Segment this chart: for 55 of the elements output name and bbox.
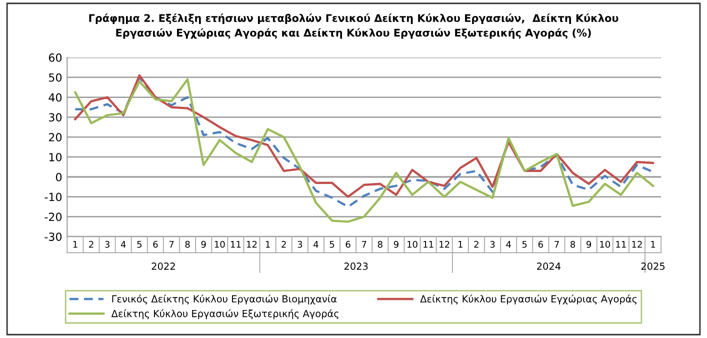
legend-label: Γενικός Δείκτης Κύκλου Εργασιών Βιομηχανία xyxy=(112,294,337,304)
text: 2024 xyxy=(537,262,561,270)
y-tick-label: -10 xyxy=(44,192,62,202)
y-tick-label: 50 xyxy=(49,73,62,82)
x-tick-label: 8 xyxy=(185,240,190,248)
x-tick-label: 3 xyxy=(105,240,110,248)
x-tick-label: 3 xyxy=(490,240,495,248)
x-tick-label: 4 xyxy=(506,241,511,248)
x-tick-label: 11 xyxy=(230,241,241,248)
y-tick-label: 20 xyxy=(48,133,62,142)
chart-title: Γράφημα 2. Εξέλιξη ετήσιων μεταβολών Γενικού Δείκτη Κύκλου Εργασιών, Δείκτη Κύκλου Εργασιών Εγχώριας Αγοράς και Δείκτη Κύκλου Εργασιών Εξωτερικής Αγοράς (%) xyxy=(89,14,618,39)
x-tick-label: 5 xyxy=(137,241,142,248)
x-tick-label: 10 xyxy=(214,240,225,248)
x-tick-label: 3 xyxy=(298,240,302,248)
x-tick-label: 1 xyxy=(458,241,462,248)
x-tick-label: 4 xyxy=(120,241,126,248)
x-tick-label: 9 xyxy=(586,240,592,248)
x-tick-label: 2 xyxy=(89,240,94,248)
x-tick-label: 11 xyxy=(424,241,434,248)
x-tick-label: 10 xyxy=(600,240,610,248)
x-tick-label: 12 xyxy=(246,240,257,248)
x-tick-label: 9 xyxy=(201,240,206,248)
x-tick-label: 12 xyxy=(632,240,642,248)
x-tick-label: 10 xyxy=(408,240,418,248)
y-tick-label: -20 xyxy=(44,212,62,222)
x-tick-label: 5 xyxy=(522,241,527,248)
text: 2022 xyxy=(152,262,175,270)
x-tick-label: 8 xyxy=(378,240,382,248)
x-tick-label: 1 xyxy=(266,241,270,248)
x-tick-label: 5 xyxy=(330,241,334,248)
x-tick-label: 8 xyxy=(570,240,576,248)
x-tick-label: 1 xyxy=(73,241,78,248)
y-tick-label: 40 xyxy=(48,93,62,102)
x-tick-label: 2 xyxy=(474,240,478,248)
x-tick-label: 7 xyxy=(554,241,559,248)
text: 2023 xyxy=(344,262,368,270)
x-tick-label: 1 xyxy=(651,241,656,248)
y-tick-label: 0 xyxy=(56,172,62,182)
x-tick-label: 6 xyxy=(153,240,158,248)
y-tick-label: 60 xyxy=(48,53,62,62)
text: 2025 xyxy=(641,262,665,270)
legend-label: Δείκτης Κύκλου Εργασιών Εγχώριας Αγοράς xyxy=(420,294,637,304)
y-tick-label: 10 xyxy=(49,152,62,162)
x-tick-label: 6 xyxy=(346,240,350,248)
x-tick-label: 12 xyxy=(440,240,450,248)
x-tick-label: 7 xyxy=(362,241,366,248)
x-tick-label: 11 xyxy=(616,241,626,248)
x-tick-label: 7 xyxy=(169,241,174,248)
x-tick-label: 9 xyxy=(394,240,398,248)
legend-label: Δείκτης Κύκλου Εργασιών Εξωτερικής Αγοράς xyxy=(111,309,338,320)
y-tick-label: 30 xyxy=(49,113,62,122)
x-tick-label: 4 xyxy=(314,241,318,248)
x-tick-label: 6 xyxy=(538,240,543,248)
y-tick-label: -30 xyxy=(44,232,62,241)
x-tick-label: 2 xyxy=(282,240,286,248)
